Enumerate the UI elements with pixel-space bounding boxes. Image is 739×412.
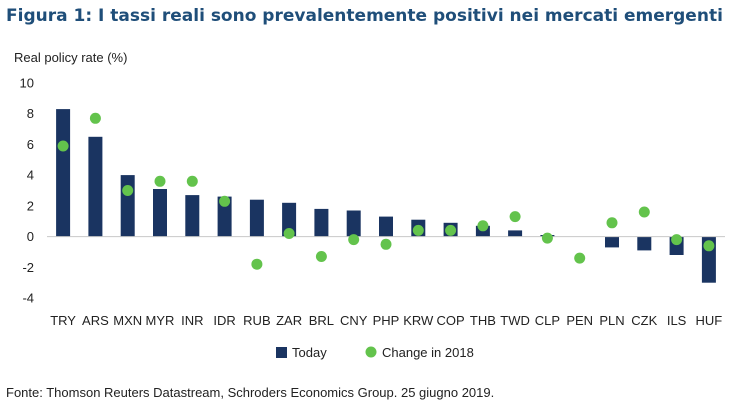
legend-label-today: Today: [292, 345, 327, 360]
dot-change-myr: [154, 175, 166, 187]
legend-swatch-change: [365, 346, 377, 358]
source-note: Fonte: Thomson Reuters Datastream, Schro…: [6, 385, 495, 400]
dot-change-ars: [89, 112, 101, 124]
dot-change-ils: [671, 234, 683, 246]
x-axis: TRY ARS MXN MYR INR IDR RUB ZAR BRL CNY PHP KRW COP T…: [50, 313, 722, 328]
dot-change-cny: [348, 234, 360, 246]
x-tick-label: ILS: [667, 313, 687, 328]
bar-today-pln: [605, 236, 619, 248]
dot-change-twd: [509, 211, 521, 223]
x-tick-label: BRL: [309, 313, 334, 328]
bar-today-rub: [249, 199, 264, 237]
x-tick-label: ARS: [82, 313, 109, 328]
dot-change-rub: [251, 258, 263, 270]
x-tick-label: CNY: [340, 313, 368, 328]
y-tick-label: 0: [27, 229, 34, 244]
x-tick-label: TWD: [500, 313, 530, 328]
legend: Today Change in 2018: [276, 345, 474, 360]
x-tick-label: COP: [437, 313, 465, 328]
x-tick-label: IDR: [213, 313, 235, 328]
x-tick-label: INR: [181, 313, 203, 328]
x-tick-label: PEN: [566, 313, 593, 328]
dot-change-huf: [703, 240, 715, 252]
dot-change-try: [57, 140, 69, 152]
dot-series: [57, 112, 715, 270]
bar-today-zar: [282, 202, 297, 237]
y-tick-label: 2: [27, 198, 34, 213]
y-tick-label: -2: [22, 260, 34, 275]
dot-change-krw: [412, 224, 424, 236]
x-tick-label: HUF: [696, 313, 723, 328]
chart-title: Figura 1: I tassi reali sono prevalentem…: [6, 6, 723, 26]
bar-series: [56, 109, 716, 283]
dot-change-pln: [606, 217, 618, 229]
dot-change-php: [380, 238, 392, 250]
dot-change-inr: [186, 175, 198, 187]
y-tick-label: 6: [27, 137, 34, 152]
x-tick-label: PHP: [373, 313, 400, 328]
bar-today-try: [56, 109, 71, 237]
y-tick-label: 10: [20, 76, 34, 91]
dot-change-thb: [477, 220, 489, 232]
bar-today-mxn: [120, 175, 135, 237]
y-tick-label: 8: [27, 106, 34, 121]
bar-today-php: [379, 216, 393, 237]
dot-change-idr: [219, 195, 231, 207]
y-axis-label: Real policy rate (%): [14, 50, 127, 65]
bar-today-inr: [185, 195, 200, 237]
x-tick-label: TRY: [50, 313, 76, 328]
x-tick-label: THB: [470, 313, 496, 328]
bar-today-idr: [217, 196, 232, 237]
bar-today-cny: [346, 210, 361, 237]
dot-change-mxn: [122, 185, 134, 196]
bar-today-ars: [88, 136, 103, 237]
bar-today-myr: [153, 189, 167, 237]
legend-label-change: Change in 2018: [382, 345, 474, 360]
dot-change-zar: [283, 228, 295, 239]
x-tick-label: CLP: [535, 313, 560, 328]
x-tick-label: KRW: [403, 313, 434, 328]
bar-today-brl: [314, 208, 329, 237]
legend-swatch-today: [276, 347, 287, 358]
dot-change-clp: [541, 232, 553, 244]
x-tick-label: MXN: [113, 313, 142, 328]
y-tick-label: -4: [22, 291, 34, 306]
bar-today-czk: [637, 236, 652, 251]
x-tick-label: PLN: [599, 313, 624, 328]
y-tick-label: 4: [27, 168, 34, 183]
dot-change-cop: [445, 224, 457, 236]
dot-change-czk: [638, 206, 650, 218]
x-tick-label: MYR: [146, 313, 175, 328]
x-tick-label: RUB: [243, 313, 270, 328]
dot-change-brl: [315, 251, 327, 262]
x-tick-label: CZK: [631, 313, 657, 328]
y-axis: -4 -2 0 2 4 6 8 10: [20, 76, 34, 306]
x-tick-label: ZAR: [276, 313, 302, 328]
bar-today-twd: [508, 230, 523, 237]
dot-change-pen: [574, 252, 586, 264]
